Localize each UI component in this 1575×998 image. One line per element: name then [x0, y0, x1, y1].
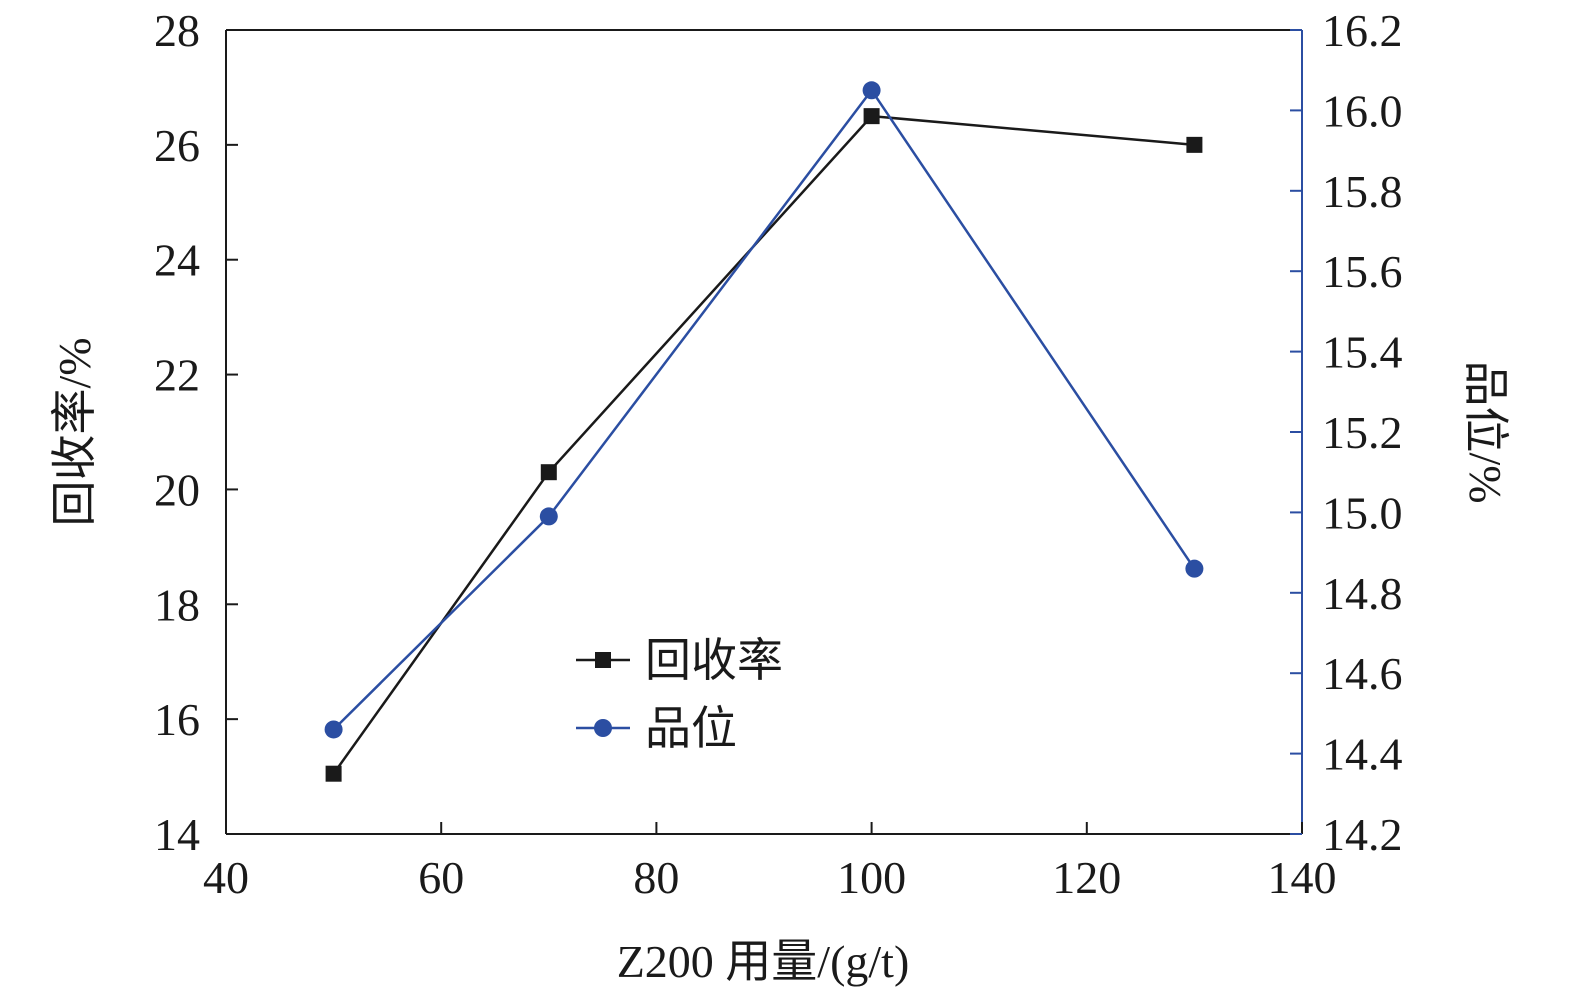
- data-point-square: [863, 108, 880, 125]
- series-line-2: [332, 88, 1196, 731]
- data-point-square: [325, 765, 342, 782]
- x-tick-label: 100: [837, 852, 906, 903]
- x-axis-ticks: 40 60 80 100 120 140: [203, 822, 1337, 903]
- legend-marker-square: [595, 652, 611, 668]
- x-tick-label: 80: [633, 852, 679, 903]
- right-y-tick-label: 15.8: [1322, 166, 1403, 217]
- data-point-circle: [862, 81, 881, 100]
- data-point-square: [1186, 136, 1203, 153]
- right-y-tick-label: 16.2: [1322, 5, 1403, 56]
- left-y-tick-label: 22: [154, 350, 200, 401]
- left-y-tick-label: 24: [154, 235, 200, 286]
- left-y-axis-ticks: 14 16 18 20 22 24 26 28: [154, 5, 238, 860]
- legend-marker-circle: [594, 719, 612, 737]
- right-y-tick-label: 15.4: [1322, 327, 1403, 378]
- x-tick-label: 140: [1268, 852, 1337, 903]
- right-y-tick-label: 14.4: [1322, 729, 1403, 780]
- plot-frame: [225, 29, 1303, 835]
- right-y-axis-title: 品位/%: [1460, 360, 1511, 503]
- left-y-tick-label: 16: [154, 694, 200, 745]
- x-axis-title: Z200 用量/(g/t): [617, 936, 910, 987]
- right-y-tick-label: 14.6: [1322, 648, 1403, 699]
- legend-label: 回收率: [645, 635, 783, 686]
- x-tick-label: 40: [203, 852, 249, 903]
- left-y-tick-label: 20: [154, 464, 200, 515]
- series-layer: [324, 81, 1204, 782]
- left-y-axis-title: 回收率/%: [49, 337, 100, 526]
- left-y-tick-label: 26: [154, 120, 200, 171]
- right-y-tick-label: 15.0: [1322, 487, 1403, 538]
- right-y-tick-label: 16.0: [1322, 85, 1403, 136]
- x-tick-label: 120: [1052, 852, 1121, 903]
- data-point-circle: [324, 720, 343, 739]
- right-y-tick-label: 15.2: [1322, 407, 1403, 458]
- right-y-tick-label: 15.6: [1322, 246, 1403, 297]
- right-y-tick-label: 14.2: [1322, 809, 1403, 860]
- x-tick-label: 60: [418, 852, 464, 903]
- right-y-axis-ticks: 14.2 14.4 14.6 14.8 15.0 15.2 15.4 15.6 15.8 16.0…: [1290, 5, 1403, 860]
- left-y-tick-label: 28: [154, 5, 200, 56]
- data-point-circle: [539, 507, 558, 526]
- left-y-tick-label: 18: [154, 579, 200, 630]
- right-y-tick-label: 14.8: [1322, 568, 1403, 619]
- data-point-circle: [1185, 559, 1204, 578]
- legend-label: 品位: [645, 703, 737, 754]
- left-y-tick-label: 14: [154, 809, 200, 860]
- data-point-square: [540, 464, 557, 481]
